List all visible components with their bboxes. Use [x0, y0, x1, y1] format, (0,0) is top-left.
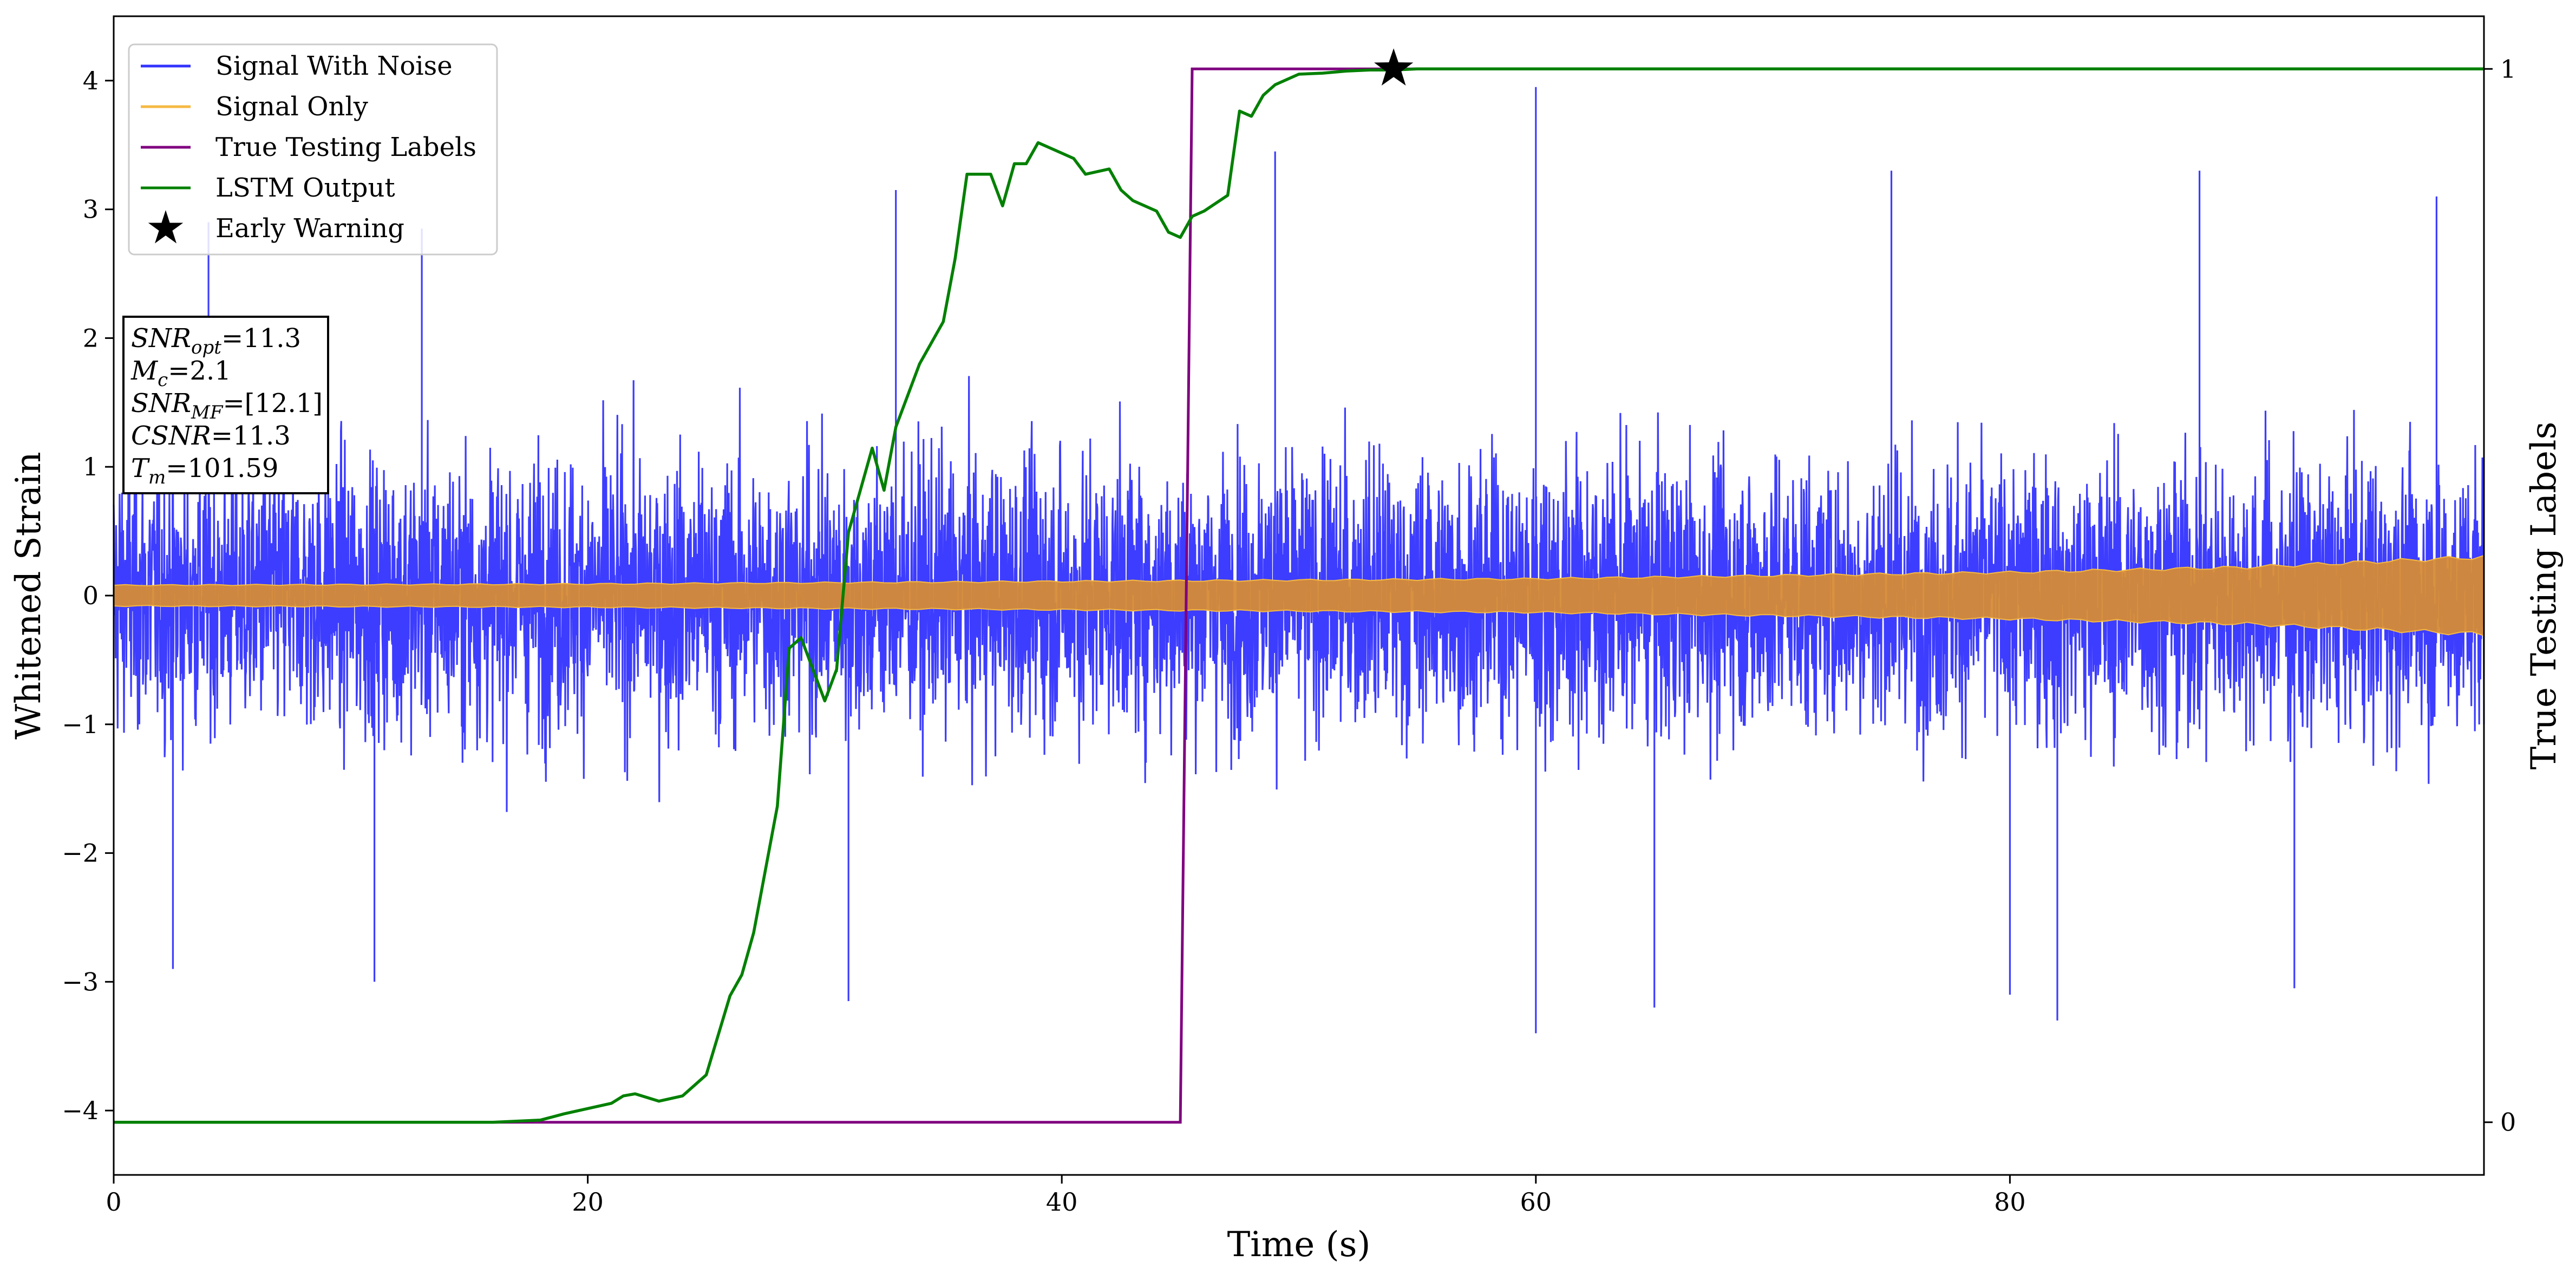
x-tick-label: 60: [1520, 1187, 1552, 1217]
y-tick-label: −1: [62, 710, 99, 739]
y-right-tick-label: 0: [2500, 1108, 2516, 1137]
legend-label: True Testing Labels: [215, 132, 476, 162]
x-tick-label: 20: [572, 1187, 604, 1217]
annotation-line: SNRMF=[12.1]: [131, 388, 323, 423]
annotation-line: CSNR=11.3: [131, 421, 291, 451]
annotation-value: =[12.1]: [223, 388, 323, 419]
y-right-tick-label: 1: [2500, 54, 2516, 83]
annotation-symbol: SNR: [131, 388, 191, 419]
x-tick-label: 40: [1046, 1187, 1078, 1217]
legend-label: Signal Only: [215, 92, 368, 122]
x-tick-label: 80: [1994, 1187, 2026, 1217]
y-tick-label: 1: [83, 452, 99, 481]
annotation-subscript: c: [158, 369, 168, 391]
annotation-symbol: M: [130, 356, 159, 386]
y-tick-label: 3: [83, 195, 99, 224]
series-layer: [113, 48, 2485, 1124]
annotation-symbol: SNR: [131, 323, 191, 354]
annotation-value: =11.3: [211, 421, 291, 451]
y-tick-label: 0: [83, 581, 99, 610]
annotation-symbol: T: [131, 453, 150, 484]
annotation-value: =11.3: [221, 323, 301, 354]
y-tick-label: −2: [62, 839, 99, 868]
legend-box: [128, 43, 498, 256]
y-right-axis-title: True Testing Labels: [2524, 422, 2564, 770]
y-tick-label: 4: [83, 66, 99, 95]
annotation-line: Mc=2.1: [130, 356, 231, 391]
legend-label: Signal With Noise: [215, 51, 453, 81]
annotation-value: =101.59: [166, 453, 278, 484]
y-tick-label: 2: [83, 323, 99, 352]
annotation-subscript: m: [148, 467, 166, 488]
annotation-box-frame: [122, 316, 329, 494]
legend-label: LSTM Output: [215, 173, 395, 203]
series-lstm-output: [114, 67, 2484, 1124]
legend: Signal With Noise Signal Only True Testing…: [128, 43, 498, 256]
annotation-subscript: opt: [191, 337, 221, 358]
annotation-line: Tm=101.59: [131, 453, 278, 488]
legend-label: Early Warning: [215, 213, 404, 244]
annotation-box: SNRopt=11.3Mc=2.1SNRMF=[12.1]CSNR=11.3Tm…: [122, 316, 329, 494]
x-axis-title: Time (s): [1227, 1225, 1371, 1265]
x-tick-label: 0: [106, 1187, 121, 1217]
annotation-symbol: CSNR: [131, 421, 211, 451]
legend-marker-star: [148, 210, 184, 244]
annotation-line: SNRopt=11.3: [131, 323, 301, 358]
y-axis-title: Whitened Strain: [9, 452, 49, 739]
early-warning-star: [1374, 48, 1414, 86]
annotation-value: =2.1: [168, 356, 231, 386]
y-tick-label: −4: [62, 1096, 99, 1125]
y-tick-label: −3: [62, 967, 99, 996]
annotation-subscript: MF: [191, 402, 224, 423]
